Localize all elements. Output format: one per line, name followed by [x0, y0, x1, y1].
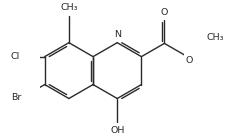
Text: N: N: [113, 30, 120, 39]
Text: Br: Br: [11, 93, 22, 102]
Text: CH₃: CH₃: [206, 33, 223, 42]
Text: O: O: [160, 8, 167, 17]
Text: O: O: [185, 56, 192, 65]
Text: CH₃: CH₃: [60, 3, 77, 12]
Text: OH: OH: [110, 126, 124, 135]
Text: Cl: Cl: [10, 52, 19, 61]
